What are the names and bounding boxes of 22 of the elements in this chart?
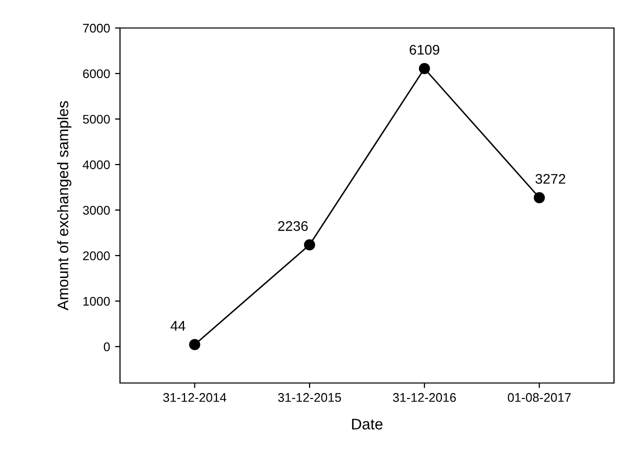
x-tick-label: 31-12-2015	[278, 393, 342, 402]
x-tick-label: 01-08-2017	[508, 393, 571, 402]
y-tick-label: 1000	[83, 296, 110, 306]
x-tick-label: 31-12-2016	[392, 393, 456, 402]
data-label: 3272	[536, 174, 566, 184]
y-axis-title: Amount of exchanged samples	[57, 101, 72, 310]
point	[534, 192, 545, 204]
y-tick-label: 0	[104, 342, 110, 352]
x-tick-label: 31-12-2014	[163, 393, 226, 402]
y-tick-label: 2000	[83, 251, 110, 260]
y-tick-label: 7000	[83, 24, 110, 33]
point	[304, 239, 316, 250]
point	[189, 339, 200, 350]
point	[418, 62, 430, 74]
y-tick-label: 5000	[82, 114, 110, 124]
y-tick-label: 6000	[83, 69, 110, 78]
data-label: 6109	[410, 44, 440, 55]
data-label: 2236	[278, 221, 308, 231]
y-tick-label: 3000	[82, 206, 110, 215]
data-label: 44	[170, 321, 186, 331]
x-axis-title: Date	[352, 418, 382, 430]
y-tick-label: 4000	[82, 160, 110, 170]
